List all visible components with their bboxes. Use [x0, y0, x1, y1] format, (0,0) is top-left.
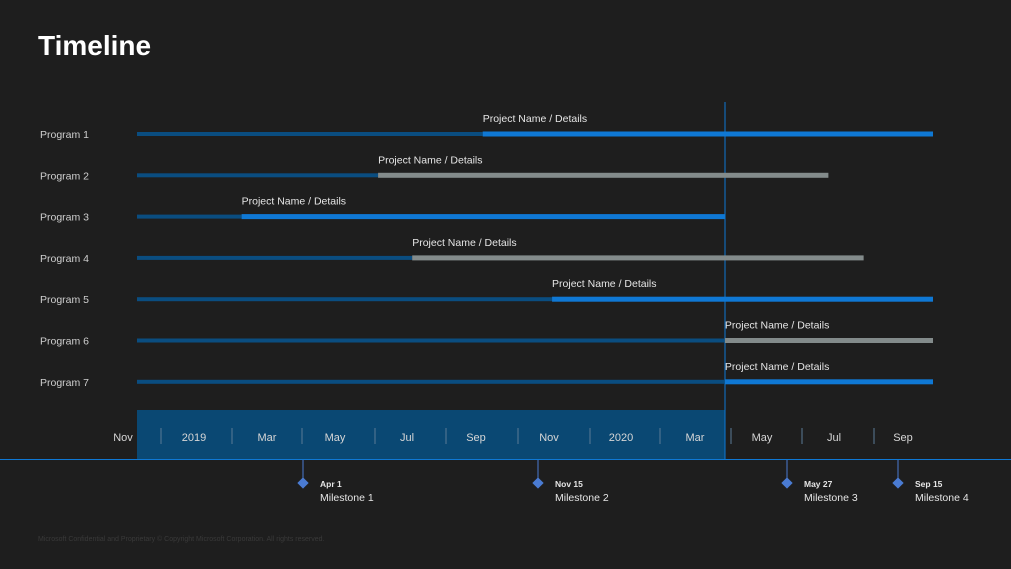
month-tick-label: 2020 [609, 432, 633, 444]
milestone-diamond-icon [297, 477, 309, 489]
project-label: Project Name / Details [483, 113, 587, 125]
month-tick-label: May [325, 432, 346, 444]
program-row: Program 3 Project Name / Details [40, 196, 725, 224]
progress-bar [137, 255, 413, 260]
active-bar [482, 131, 933, 137]
program-row: Program 4 Project Name / Details [40, 237, 864, 265]
program-row: Program 6 Project Name / Details [40, 320, 933, 348]
progress-bar [137, 173, 379, 178]
elapsed-band-layer [137, 102, 726, 459]
milestone-date: Nov 15 [555, 479, 583, 489]
milestone: Nov 15 Milestone 2 [532, 460, 609, 504]
month-axis: Nov 2019 Mar May Jul Sep Nov 2020 Mar May Jul Sep [0, 428, 1011, 460]
progress-bar [137, 297, 553, 302]
milestone-name: Milestone 4 [915, 492, 969, 504]
milestone-diamond-icon [532, 477, 544, 489]
active-bar [552, 296, 933, 302]
active-bar [241, 214, 725, 220]
progress-bar [137, 132, 483, 136]
elapsed-band [137, 410, 725, 459]
month-tick-label: Jul [400, 432, 414, 444]
pending-bar [378, 172, 829, 178]
milestone-date: Apr 1 [320, 479, 342, 489]
month-tick-label: May [752, 432, 773, 444]
copyright-footer: Microsoft Confidential and Proprietary ©… [38, 536, 325, 543]
month-tick-label: Mar [258, 432, 277, 444]
project-label: Project Name / Details [412, 237, 516, 249]
progress-bar [137, 214, 242, 219]
project-label: Project Name / Details [242, 196, 346, 208]
page-title: Timeline [38, 30, 152, 61]
project-label: Project Name / Details [552, 278, 656, 290]
project-label: Project Name / Details [725, 361, 829, 373]
month-tick-label: 2019 [182, 432, 206, 444]
program-label: Program 7 [40, 377, 89, 389]
pending-bar [724, 338, 933, 343]
project-label: Project Name / Details [378, 154, 482, 166]
milestone-diamond-icon [892, 477, 904, 489]
program-label: Program 5 [40, 294, 89, 306]
month-tick-label: Mar [686, 432, 705, 444]
active-bar [724, 379, 933, 385]
milestone: May 27 Milestone 3 [781, 460, 858, 504]
progress-bar [137, 379, 725, 384]
program-row: Program 5 Project Name / Details [40, 278, 933, 306]
pending-bar [412, 255, 864, 261]
milestone-date: May 27 [804, 479, 833, 489]
month-tick-label: Sep [893, 432, 913, 444]
program-label: Program 4 [40, 253, 89, 265]
program-label: Program 6 [40, 336, 89, 348]
milestone: Sep 15 Milestone 4 [892, 460, 969, 504]
month-tick-label: Nov [113, 432, 133, 444]
milestone-name: Milestone 1 [320, 492, 374, 504]
month-tick-label: Jul [827, 432, 841, 444]
milestone-date: Sep 15 [915, 479, 943, 489]
milestone: Apr 1 Milestone 1 [297, 460, 374, 504]
program-row: Program 1 Project Name / Details [40, 113, 933, 141]
progress-bar [137, 338, 725, 343]
milestone-diamond-icon [781, 477, 793, 489]
program-row: Program 2 Project Name / Details [40, 154, 829, 182]
milestone-name: Milestone 3 [804, 492, 858, 504]
month-tick-label: Sep [466, 432, 486, 444]
program-label: Program 2 [40, 170, 89, 182]
project-label: Project Name / Details [725, 320, 829, 332]
program-row: Program 7 Project Name / Details [40, 361, 933, 389]
program-label: Program 1 [40, 129, 89, 141]
month-tick-label: Nov [539, 432, 559, 444]
milestone-name: Milestone 2 [555, 492, 609, 504]
program-label: Program 3 [40, 212, 89, 224]
